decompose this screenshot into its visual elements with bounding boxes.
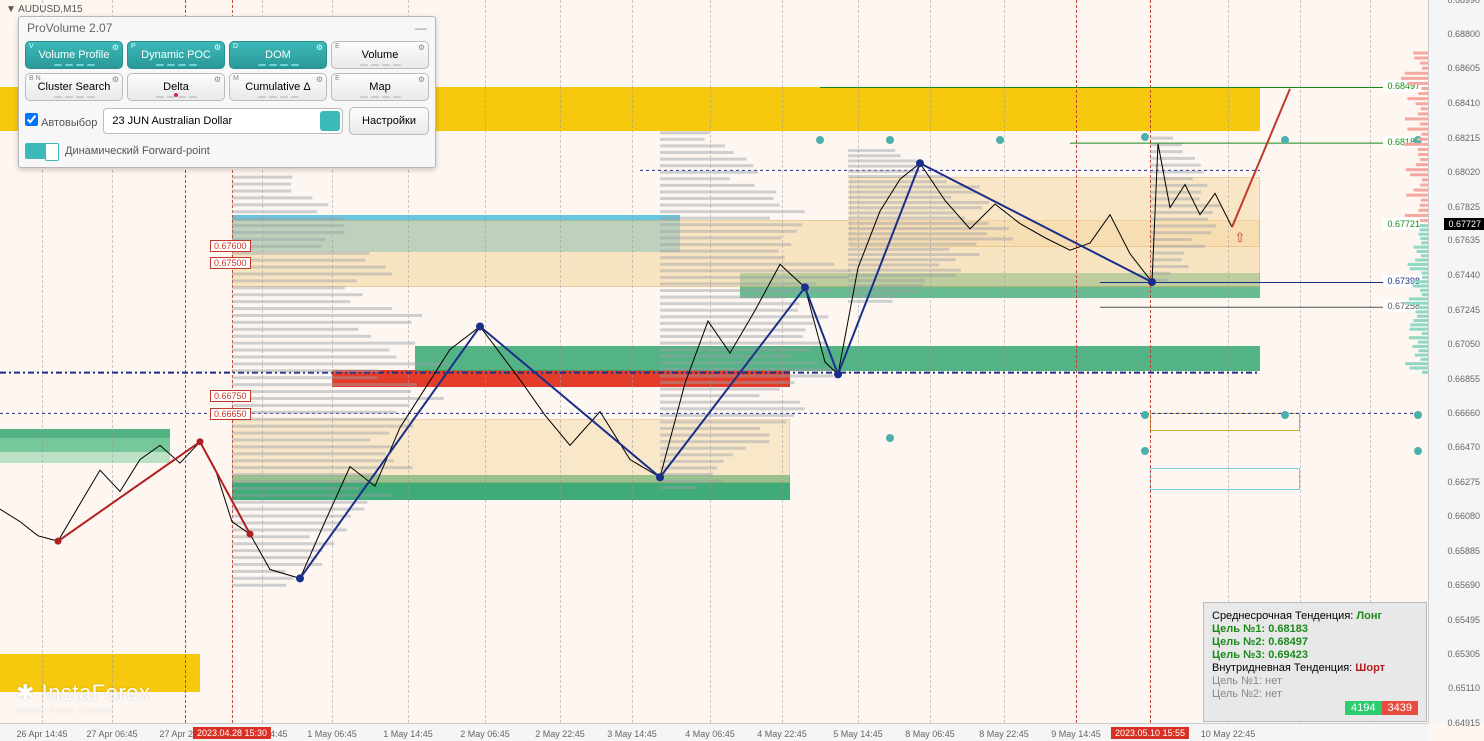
target-mid: Цель №1: 0.68183 xyxy=(1212,623,1418,635)
trend-intra-value: Шорт xyxy=(1355,662,1385,674)
marker-dot xyxy=(1281,411,1289,419)
trend-mid-label: Среднесрочная Тенденция: xyxy=(1212,610,1353,622)
level-label: 0.67600 xyxy=(210,240,251,252)
marker-dot xyxy=(816,136,824,144)
forward-label: Динамический Forward-point xyxy=(65,145,210,157)
marker-dot xyxy=(1141,411,1149,419)
counter-short: 3439 xyxy=(1382,701,1418,715)
watermark-logo: ✱ InstaForex Instant Forex Trading xyxy=(16,680,150,715)
price-zone xyxy=(1150,468,1300,489)
marker-dot xyxy=(886,136,894,144)
info-panel: Среднесрочная Тенденция: Лонг Цель №1: 0… xyxy=(1203,602,1427,722)
pv-button-volume-profile[interactable]: V⚙Volume Profile xyxy=(25,41,123,69)
last-price-tag: 0.67727 xyxy=(1444,218,1484,230)
time-axis: 26 Apr 14:4527 Apr 06:4527 Apr 22:4528 A… xyxy=(0,723,1428,741)
price-axis: 0.689900.688000.686050.684100.682150.680… xyxy=(1428,0,1484,723)
provolume-panel[interactable]: ProVolume 2.07 — V⚙Volume ProfileP⚙Dynam… xyxy=(18,16,436,168)
arrow-up-icon: ⇧ xyxy=(1235,230,1246,246)
contract-select[interactable]: 23 JUN Australian Dollar xyxy=(103,108,343,134)
auto-checkbox[interactable]: Автовыбор xyxy=(25,113,97,129)
target-intraday: Цель №1: нет xyxy=(1212,675,1418,687)
level-label: 0.67500 xyxy=(210,257,251,269)
pv-button-dynamic-poc[interactable]: P⚙Dynamic POC xyxy=(127,41,225,69)
price-zone xyxy=(415,346,1260,371)
level-label: 0.66650 xyxy=(210,408,251,420)
price-zone xyxy=(0,438,170,463)
target-mid: Цель №2: 0.68497 xyxy=(1212,636,1418,648)
marker-dot xyxy=(1141,133,1149,141)
time-highlight: 2023.04.28 15:30 xyxy=(193,727,271,739)
forward-point-toggle[interactable] xyxy=(25,143,59,159)
pv-button-dom[interactable]: D⚙DOM xyxy=(229,41,327,69)
marker-dot xyxy=(1281,136,1289,144)
marker-dot xyxy=(996,136,1004,144)
time-highlight: 2023.05.10 15:55 xyxy=(1111,727,1189,739)
level-label: 0.66750 xyxy=(210,390,251,402)
pv-button-cumulative-[interactable]: M⚙Cumulative Δ xyxy=(229,73,327,101)
pv-title: ProVolume 2.07 xyxy=(27,21,112,35)
info-counters: 4194 3439 xyxy=(1212,701,1418,715)
price-zone xyxy=(232,419,790,483)
counter-long: 4194 xyxy=(1345,701,1381,715)
price-zone xyxy=(332,370,790,387)
settings-button[interactable]: Настройки xyxy=(349,107,429,135)
marker-dot xyxy=(1141,447,1149,455)
target-mid: Цель №3: 0.69423 xyxy=(1212,649,1418,661)
pv-button-volume[interactable]: E⚙Volume xyxy=(331,41,429,69)
marker-dot xyxy=(886,434,894,442)
trend-mid-value: Лонг xyxy=(1356,610,1382,622)
symbol-label: ▼ AUDUSD,M15 xyxy=(6,4,83,15)
pv-button-delta[interactable]: ⚙Delta xyxy=(127,73,225,101)
pv-button-map[interactable]: E⚙Map xyxy=(331,73,429,101)
target-intraday: Цель №2: нет xyxy=(1212,688,1418,700)
minimize-icon[interactable]: — xyxy=(415,21,427,35)
pv-button-cluster-search[interactable]: B N⚙Cluster Search xyxy=(25,73,123,101)
trend-intra-label: Внутридневная Тенденция: xyxy=(1212,662,1352,674)
price-zone xyxy=(850,177,1260,246)
price-zone xyxy=(1150,413,1300,432)
